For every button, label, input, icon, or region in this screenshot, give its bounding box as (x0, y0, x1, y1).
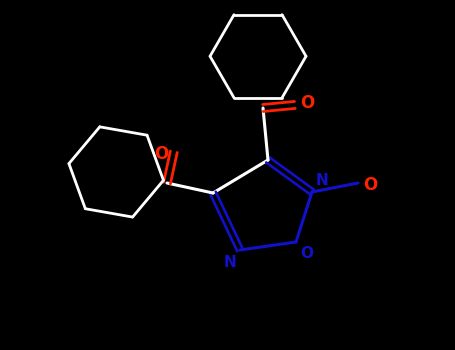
Text: O: O (300, 246, 313, 261)
Text: N: N (223, 255, 236, 270)
Text: O: O (300, 94, 314, 112)
Text: O: O (363, 176, 377, 194)
Text: N: N (316, 173, 329, 188)
Text: O: O (155, 145, 169, 163)
